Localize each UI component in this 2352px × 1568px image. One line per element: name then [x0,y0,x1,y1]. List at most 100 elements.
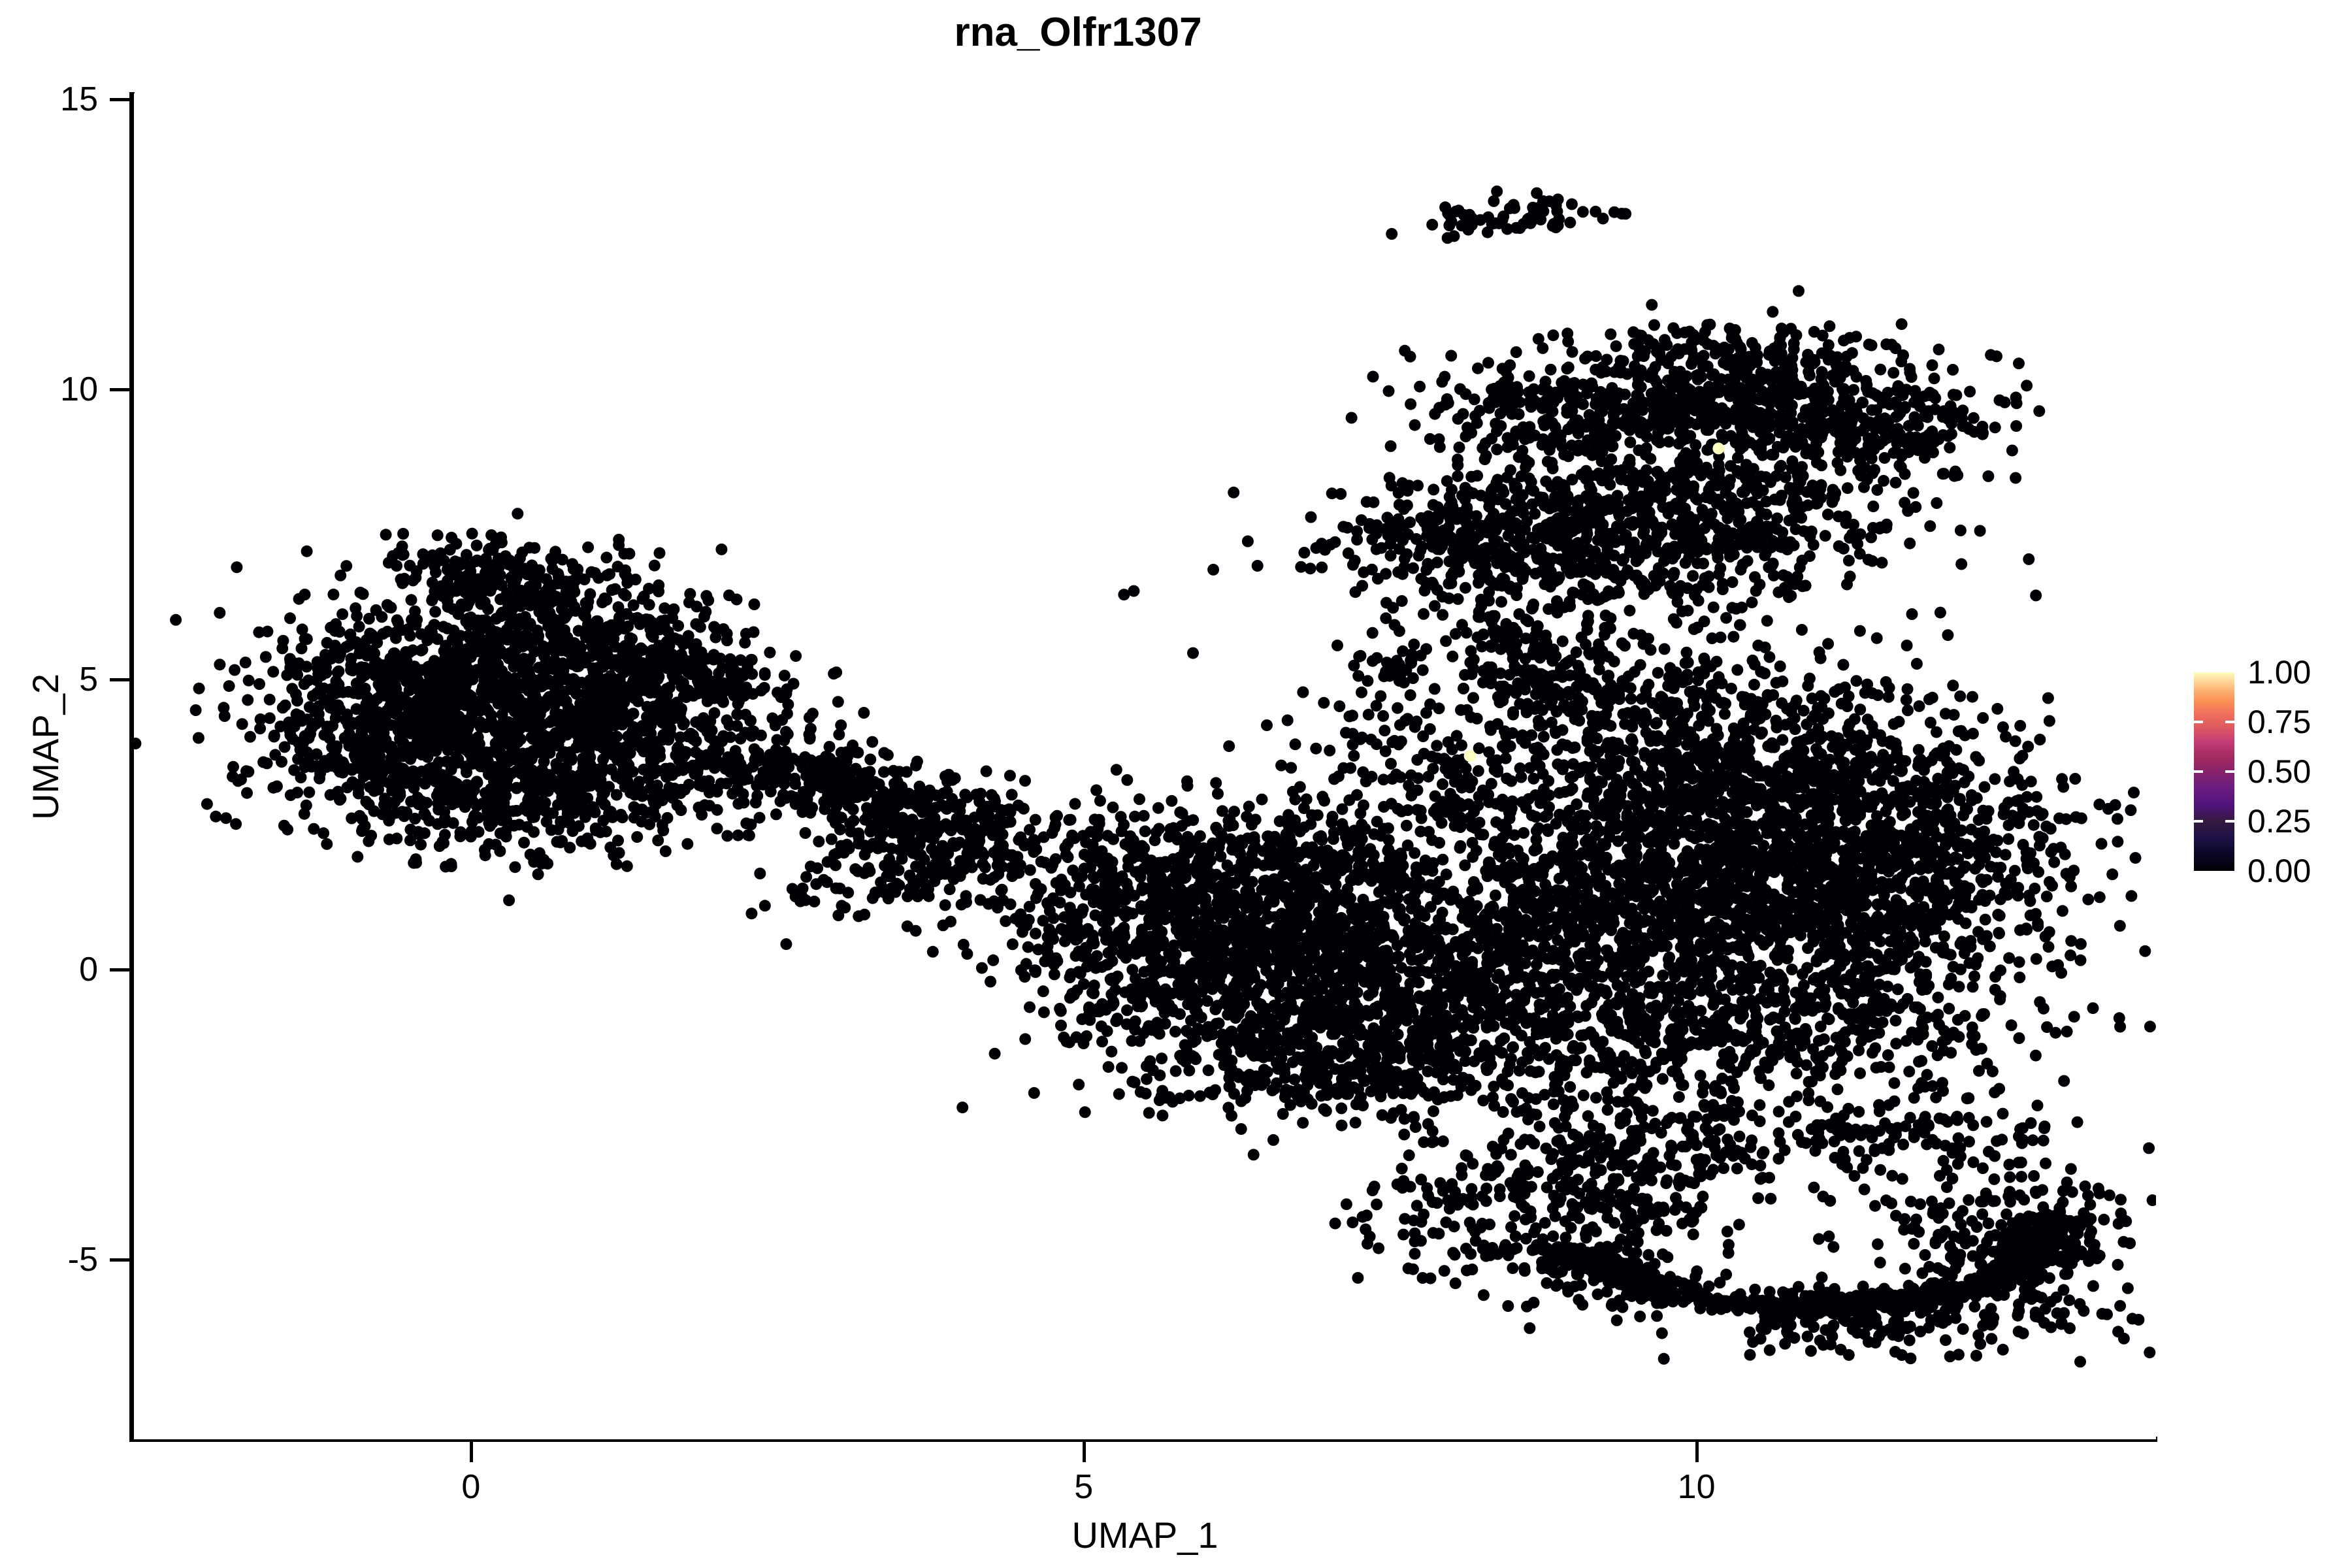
scatter-point [321,838,333,850]
scatter-point [945,772,958,784]
scatter-point [557,749,569,761]
scatter-point [841,838,853,851]
scatter-point [1439,923,1452,936]
scatter-point [761,764,774,777]
scatter-point [647,677,660,689]
scatter-point [301,545,313,557]
scatter-point [636,593,649,605]
scatter-point [344,629,356,642]
scatter-point [496,708,508,721]
scatter-point [263,712,276,725]
scatter-point [311,656,323,668]
scatter-point [291,662,302,674]
scatter-point [1437,1021,1450,1033]
scatter-point [170,613,182,626]
scatter-point [308,823,320,835]
scatter-point [442,725,455,738]
scatter-point [744,715,757,727]
scatter-point [825,833,838,845]
scatter-point [1169,1026,1181,1037]
scatter-point [541,781,553,794]
scatter-point [495,531,507,544]
scatter-point [1449,1013,1462,1026]
scatter-point [1351,789,1363,801]
scatter-point [717,730,730,742]
scatter-point [1051,809,1063,822]
scatter-point [444,715,457,727]
scatter-point [1121,774,1134,786]
scatter-point [645,650,657,662]
scatter-point [424,721,436,734]
scatter-point [329,754,342,766]
scatter-point [1169,1065,1182,1077]
scatter-point [1006,938,1019,951]
scatter-point [440,649,452,661]
scatter-point [1024,824,1036,836]
scatter-point [832,909,845,922]
scatter-point [561,672,573,685]
scatter-point [454,830,466,843]
scatter-point [724,654,736,666]
scatter-point [242,674,255,687]
scatter-point [1380,944,1393,956]
scatter-point [519,616,531,629]
scatter-point [483,542,496,555]
scatter-point [1420,1005,1432,1017]
scatter-point [441,622,453,634]
scatter-point [675,804,687,817]
scatter-point [572,660,585,672]
scatter-point [873,778,885,791]
scatter-point [1401,839,1414,851]
scatter-point [631,612,644,624]
scatter-point [847,739,859,751]
scatter-point [288,764,301,776]
scatter-point [512,508,524,520]
scatter-point [1158,1007,1171,1019]
scatter-point [604,670,617,682]
scatter-point [564,576,576,588]
scatter-point [604,568,615,580]
scatter-point [659,686,672,698]
scatter-point [790,650,802,662]
scatter-point [889,886,902,898]
scatter-point [618,547,630,560]
scatter-point [371,636,384,649]
scatter-point [622,730,634,743]
scatter-point [471,776,483,789]
scatter-point [681,838,694,850]
scatter-point [532,868,544,881]
scatter-point [779,745,792,758]
page-title: rna_Olfr1307 [954,10,1202,55]
scatter-point [1286,785,1299,798]
scatter-point [979,861,991,874]
scatter-point [606,811,619,823]
scatter-point [645,629,658,641]
scatter-point [739,636,751,649]
scatter-point [495,747,507,760]
scatter-point [732,829,744,841]
scatter-point [917,826,929,838]
scatter-point [891,776,904,788]
scatter-point [828,849,841,861]
scatter-point [977,873,989,885]
scatter-point [359,662,371,674]
scatter-point [564,841,576,854]
scatter-point [541,663,553,676]
scatter-point [581,739,593,751]
scatter-point [866,736,879,748]
scatter-point [527,733,539,745]
scatter-point [408,776,421,788]
scatter-point [1199,922,1211,934]
scatter-point [909,793,922,806]
scatter-point [223,680,235,693]
scatter-point [428,687,440,699]
scatter-point [489,838,502,851]
scatter-point [1024,1001,1036,1013]
scatter-point [380,529,392,541]
scatter-point [395,771,408,783]
scatter-point [478,596,491,608]
scatter-point [906,885,919,897]
y-axis-line [129,92,135,1442]
scatter-point [952,801,964,813]
scatter-point [417,548,429,561]
